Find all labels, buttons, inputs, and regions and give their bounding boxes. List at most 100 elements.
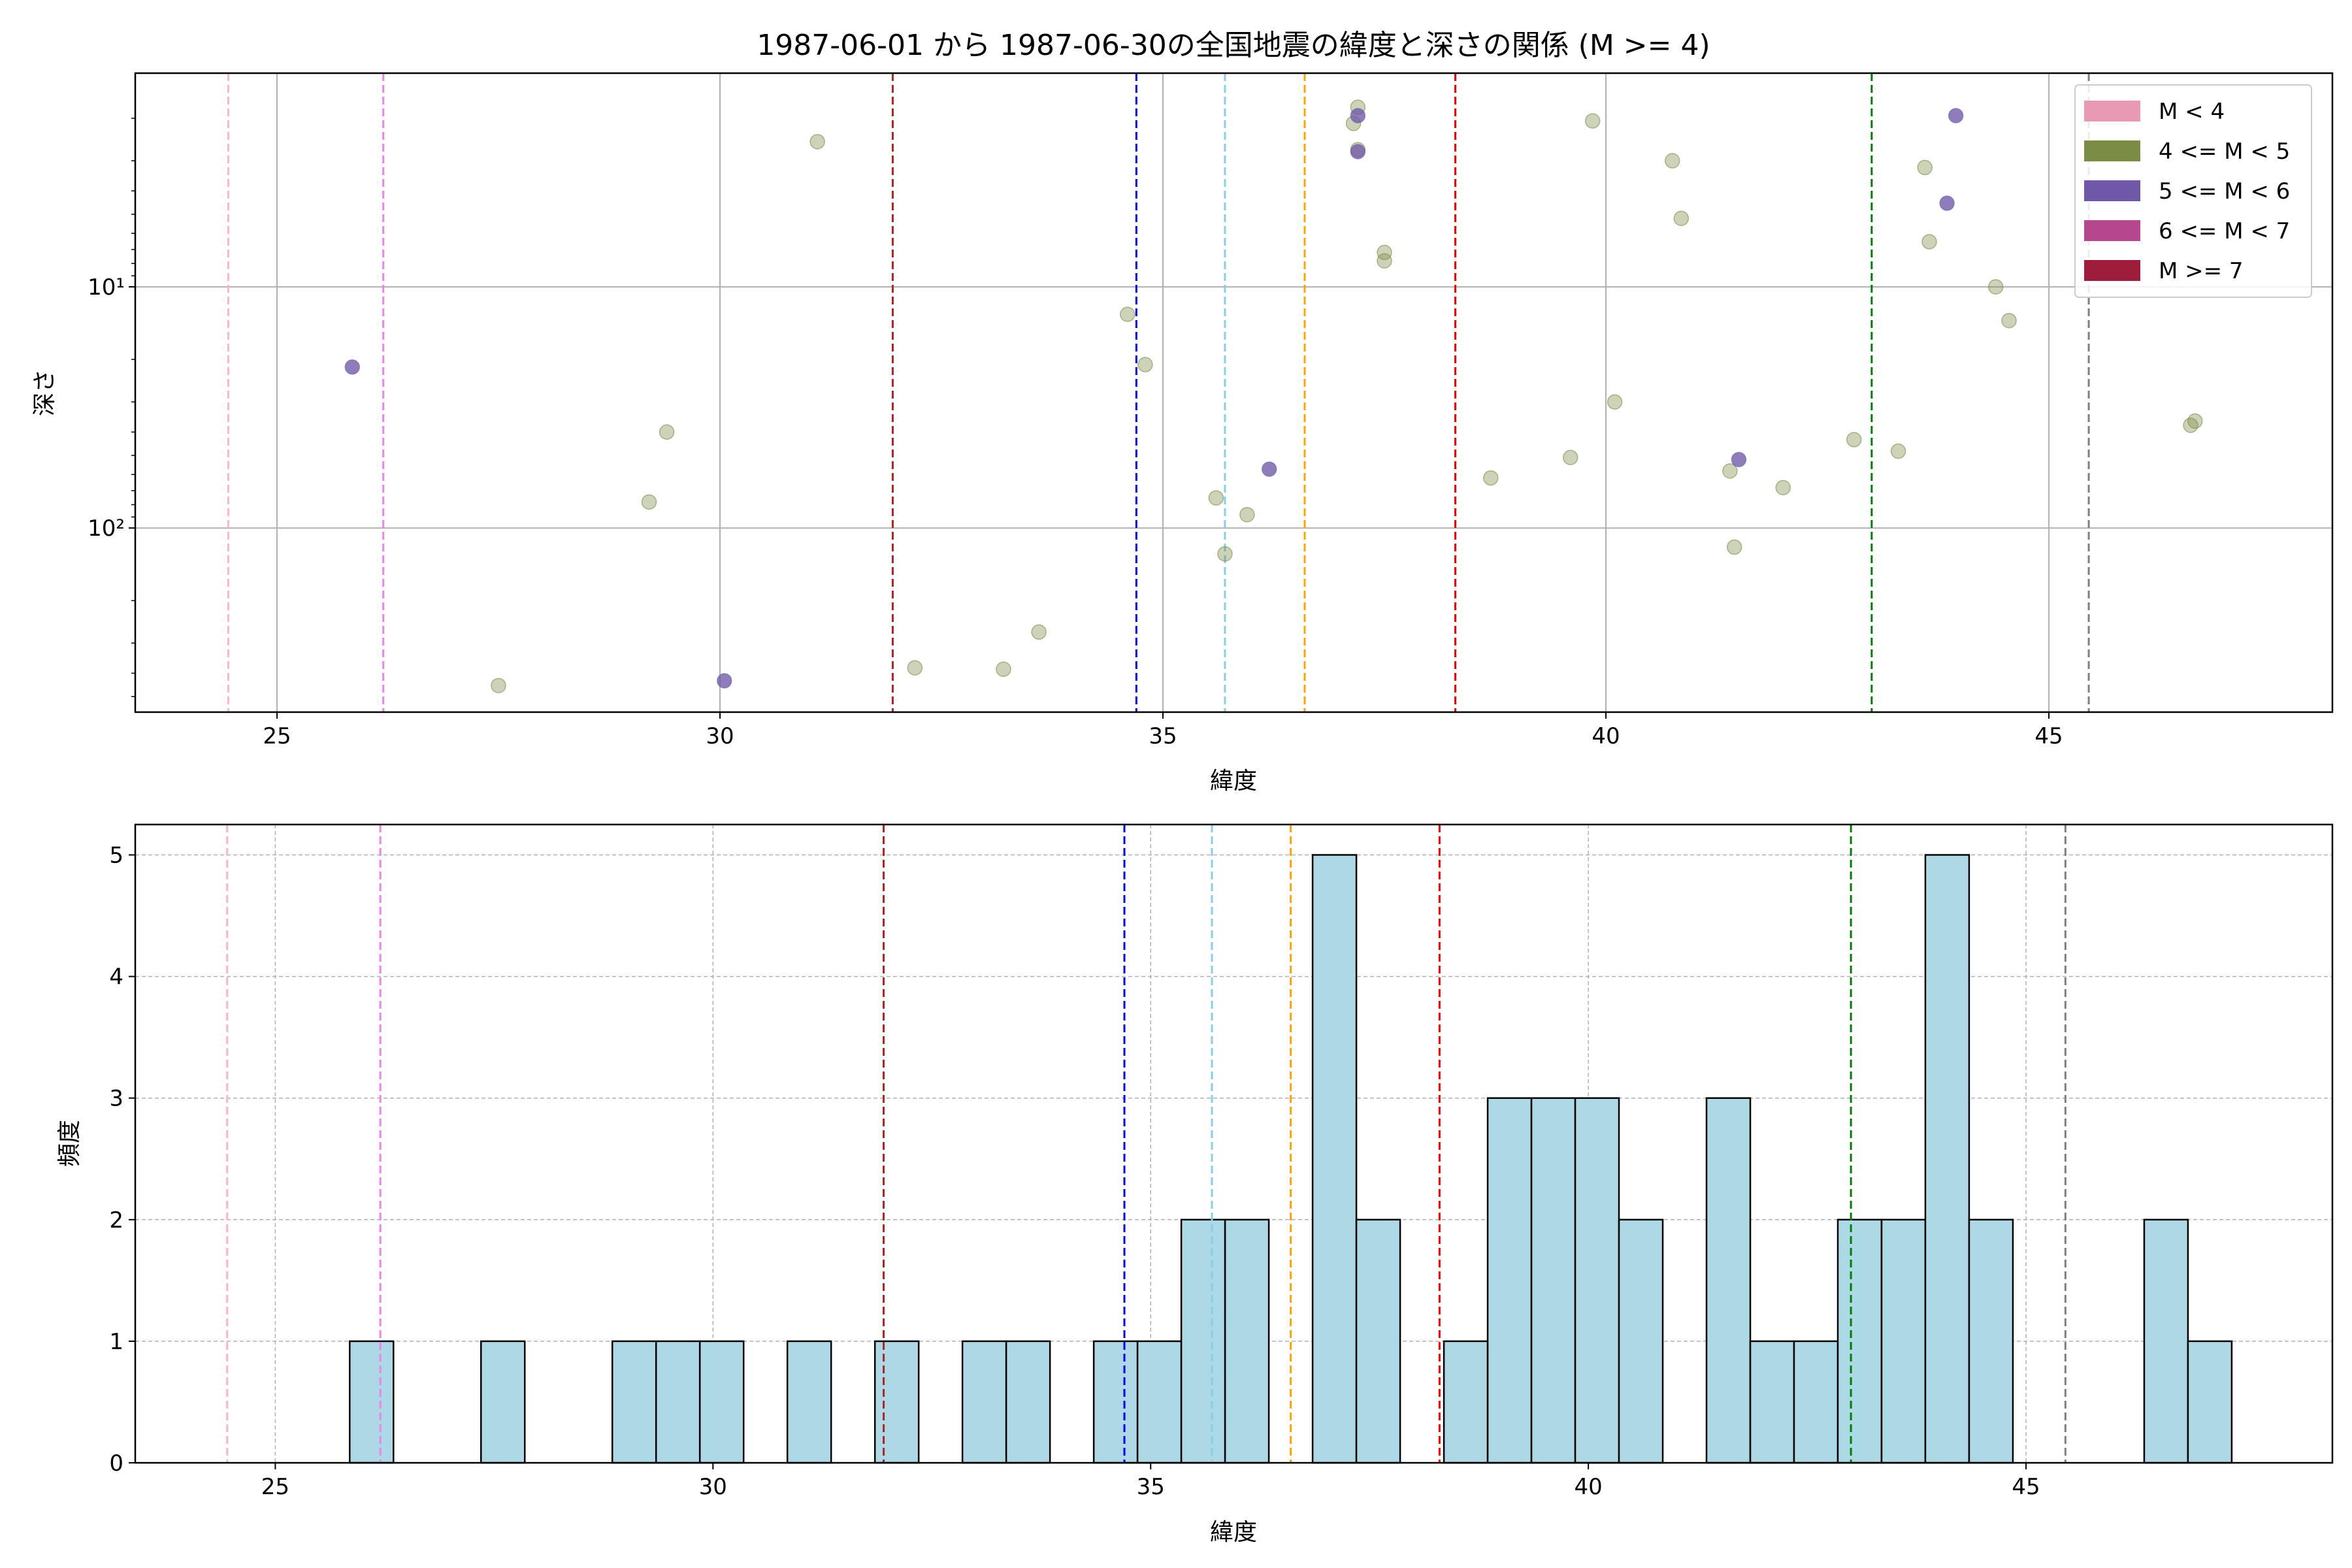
scatter-point [1987, 279, 2004, 295]
scatter-point [1846, 432, 1862, 448]
scatter-point [1584, 113, 1601, 129]
scatter-point [1350, 108, 1366, 123]
scatter-point [2187, 413, 2203, 429]
histogram-bar [1530, 1097, 1576, 1464]
scatter-points [344, 99, 2203, 694]
scatter-reference-lines [227, 73, 2090, 712]
scatter-point [1607, 394, 1623, 410]
histogram-bar [874, 1340, 920, 1464]
histogram-bar [1924, 854, 1970, 1464]
histogram-bar [1968, 1218, 2014, 1464]
histogram-bar [655, 1340, 701, 1464]
scatter-axes-frame [134, 72, 2334, 713]
histogram-bar [1880, 1218, 1927, 1464]
scatter-x-axis-label: 緯度 [1210, 768, 1257, 794]
histogram-y-tick-label: 5 [109, 843, 123, 869]
histogram-bar [961, 1340, 1007, 1464]
scatter-x-tick-label: 25 [263, 723, 291, 749]
legend-label: M < 4 [2159, 99, 2225, 125]
scatter-point [1261, 461, 1277, 477]
legend-label: 4 <= M < 5 [2159, 139, 2290, 165]
histogram-bar [1224, 1218, 1270, 1464]
scatter-point [491, 678, 506, 694]
histogram-y-axis-label: 頻度 [56, 1120, 83, 1167]
histogram-bar [1574, 1097, 1620, 1464]
scatter-point [1483, 470, 1499, 486]
legend-label: 5 <= M < 6 [2159, 178, 2290, 204]
histogram-y-tick-label: 1 [109, 1329, 123, 1355]
scatter-x-tick-label: 45 [2034, 723, 2063, 749]
histogram-y-tick-label: 4 [109, 964, 123, 990]
histogram-bars [349, 854, 2233, 1464]
histogram-bar [349, 1340, 395, 1464]
histogram-bar [1749, 1340, 1795, 1464]
scatter-point [1208, 490, 1224, 506]
histogram-reference-lines [226, 825, 2066, 1463]
histogram-bar [1837, 1218, 1883, 1464]
scatter-point [717, 673, 732, 689]
scatter-x-tick-label: 40 [1592, 723, 1620, 749]
legend-label: M >= 7 [2159, 258, 2244, 284]
scatter-point [1031, 624, 1047, 640]
scatter-point [1350, 144, 1366, 159]
histogram-x-tick-label: 35 [1137, 1474, 1165, 1500]
scatter-point [344, 359, 360, 375]
scatter-point [1917, 159, 1933, 176]
legend-swatch [2084, 180, 2140, 201]
histogram-bar [1355, 1218, 1401, 1464]
scatter-point [1664, 153, 1680, 169]
scatter-point [641, 494, 657, 510]
histogram-bar [1180, 1218, 1226, 1464]
histogram-bar [1486, 1097, 1533, 1464]
histogram-bar [1705, 1097, 1752, 1464]
legend-swatch [2084, 260, 2140, 281]
scatter-point [1377, 244, 1392, 261]
scatter-point [1239, 506, 1255, 523]
scatter-point [1948, 108, 1964, 123]
histogram-bar [1136, 1340, 1183, 1464]
scatter-point [1377, 253, 1392, 269]
scatter-panel: 1987-06-01 から 1987-06-30の全国地震の緯度と深さの関係 (… [31, 29, 2334, 794]
histogram-bar [1443, 1340, 1489, 1464]
histogram-bar [2187, 1340, 2233, 1464]
scatter-point [2183, 417, 2198, 433]
histogram-bar [480, 1340, 526, 1464]
scatter-point [1939, 195, 1955, 211]
legend-box [2074, 84, 2312, 298]
scatter-grid [135, 73, 2332, 712]
scatter-point [1890, 443, 1906, 459]
scatter-point [1775, 480, 1791, 496]
scatter-point [1921, 234, 1937, 250]
scatter-y-axis-label: 深さ [31, 369, 58, 416]
scatter-point [1673, 210, 1690, 226]
histogram-bar [1005, 1340, 1051, 1464]
histogram-x-tick-label: 30 [699, 1474, 727, 1500]
legend-swatch [2084, 101, 2140, 122]
histogram-y-tick-label: 3 [109, 1086, 123, 1112]
scatter-point [1731, 451, 1747, 468]
legend-swatch [2084, 220, 2140, 241]
scatter-x-tick-label: 30 [706, 723, 734, 749]
scatter-point [1563, 449, 1578, 466]
scatter-y-tick-label: 10¹ [88, 274, 125, 301]
scatter-y-tick-label: 10² [88, 515, 125, 542]
histogram-bar [1618, 1218, 1664, 1464]
scatter-point [1722, 463, 1738, 479]
chart-title: 1987-06-01 から 1987-06-30の全国地震の緯度と深さの関係 (… [757, 29, 1710, 62]
scatter-point [1120, 306, 1135, 322]
scatter-point [996, 661, 1011, 678]
histogram-bar [786, 1340, 832, 1464]
histogram-y-tick-label: 2 [109, 1207, 123, 1233]
histogram-x-tick-label: 25 [261, 1474, 289, 1500]
legend-label: 6 <= M < 7 [2159, 218, 2290, 244]
histogram-bar [1793, 1340, 1839, 1464]
scatter-point [1217, 546, 1233, 562]
histogram-bar [1311, 854, 1358, 1464]
scatter-point [2001, 312, 2017, 329]
scatter-point [907, 660, 923, 676]
legend: M < 4 4 <= M < 5 5 <= M < 6 6 <= M < 7 M >= … [2074, 84, 2312, 298]
scatter-point [659, 424, 675, 440]
